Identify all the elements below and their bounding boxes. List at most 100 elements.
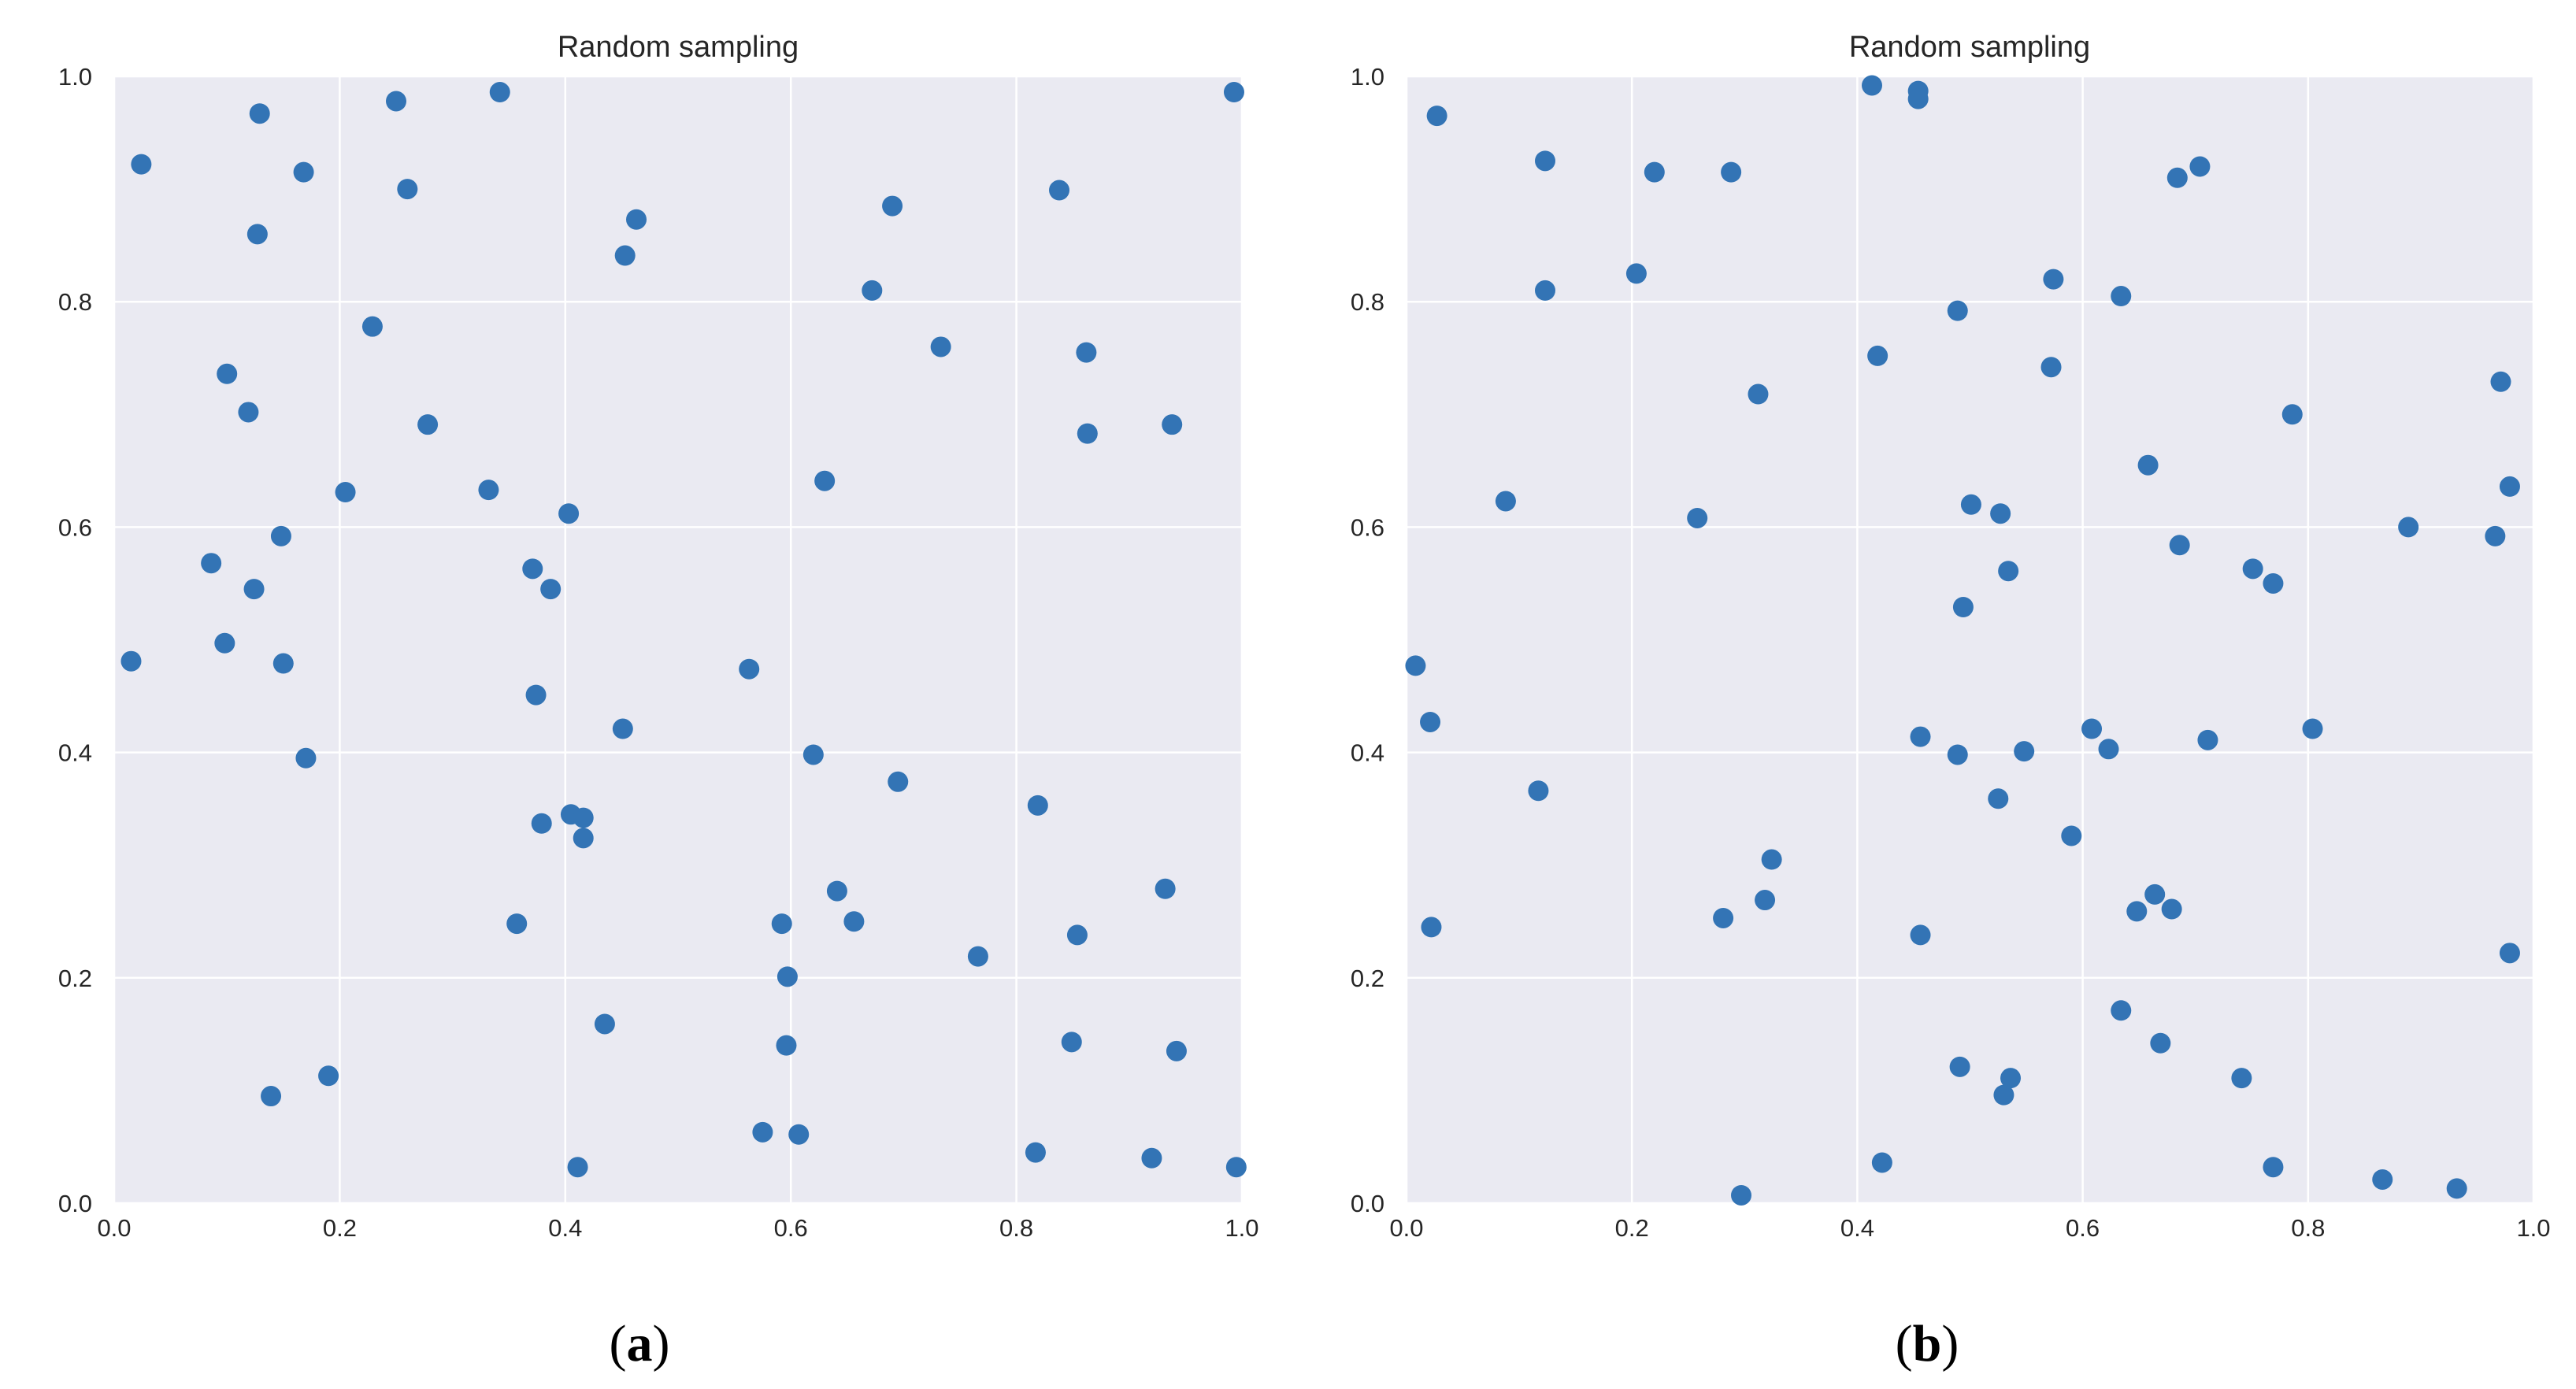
data-point <box>1405 655 1426 676</box>
data-point <box>2161 898 2182 920</box>
y-tick-labels-a: 0.0 0.2 0.4 0.6 0.8 1.0 <box>58 63 92 1217</box>
data-point <box>802 744 824 765</box>
data-point <box>238 402 259 423</box>
data-point <box>776 1035 797 1056</box>
data-point <box>2081 718 2103 739</box>
y-tick-label: 0.4 <box>1351 739 1384 767</box>
data-point <box>814 470 836 491</box>
panel-label-a-open: ( <box>610 1315 627 1372</box>
data-point <box>272 653 294 674</box>
data-point <box>1862 75 1883 96</box>
data-point <box>386 91 406 112</box>
data-point <box>1421 917 1442 938</box>
data-point <box>2242 558 2263 580</box>
y-tick-label: 0.8 <box>1351 288 1384 316</box>
data-point <box>270 525 291 546</box>
data-point <box>1025 1142 1046 1163</box>
y-tick-label: 0.2 <box>58 965 92 992</box>
data-point <box>614 245 636 266</box>
data-point <box>1049 180 1070 201</box>
data-point <box>967 946 988 967</box>
data-point <box>1998 561 2019 582</box>
data-point <box>1625 263 1647 284</box>
data-point <box>1077 423 1098 444</box>
data-point <box>771 913 792 935</box>
data-point <box>2150 1032 2171 1054</box>
data-point <box>1495 491 1516 512</box>
data-point <box>1223 82 1244 103</box>
data-point <box>540 579 562 600</box>
data-point <box>2231 1068 2252 1089</box>
data-point <box>1076 342 1097 363</box>
data-point <box>1066 924 1088 946</box>
data-points-b <box>1405 75 2520 1206</box>
data-point <box>246 224 268 245</box>
data-point <box>573 828 594 849</box>
data-point <box>2000 1068 2022 1089</box>
data-points-a <box>120 82 1247 1178</box>
data-point <box>1644 161 1665 183</box>
data-point <box>2043 269 2064 290</box>
data-point <box>335 482 356 503</box>
data-point <box>2098 739 2119 760</box>
data-point <box>522 558 543 580</box>
data-point <box>478 480 499 501</box>
data-point <box>1162 414 1183 435</box>
data-point <box>2263 1157 2284 1178</box>
data-point <box>1426 106 1447 127</box>
x-tick-label: 0.2 <box>1615 1214 1649 1242</box>
data-point <box>1731 1184 1752 1206</box>
data-point <box>862 280 883 301</box>
panel-label-b-letter: b <box>1913 1315 1942 1372</box>
scatter-panel-b: Random sampling 0.0 0.2 0.4 0.6 0.8 1.0 0.00.… <box>1351 31 2551 1372</box>
data-point <box>843 911 865 932</box>
data-point <box>1910 726 1931 747</box>
data-point <box>1910 924 1931 946</box>
data-point <box>1960 494 1981 515</box>
data-point <box>1027 795 1048 816</box>
panel-label-a-letter: a <box>627 1315 653 1372</box>
data-point <box>2263 572 2284 594</box>
data-point <box>1155 878 1176 899</box>
data-point <box>217 363 238 384</box>
data-point <box>2372 1169 2393 1190</box>
data-point <box>1993 1084 2014 1106</box>
data-point <box>826 880 847 902</box>
y-tick-label: 0.6 <box>58 513 92 541</box>
data-point <box>1061 1032 1082 1053</box>
data-point <box>2499 943 2520 964</box>
data-point <box>243 579 265 600</box>
y-tick-label: 0.8 <box>58 288 92 316</box>
x-tick-label: 1.0 <box>1225 1214 1258 1242</box>
chart-title-b: Random sampling <box>1849 31 2090 64</box>
data-point <box>930 336 951 357</box>
data-point <box>558 503 580 524</box>
data-point <box>2281 404 2303 425</box>
x-tick-label: 0.4 <box>1840 1214 1874 1242</box>
x-tick-label: 0.0 <box>97 1214 131 1242</box>
data-point <box>1949 1056 1970 1077</box>
data-point <box>2111 286 2132 307</box>
panel-label-a-close: ) <box>653 1315 670 1372</box>
data-point <box>2485 525 2506 546</box>
data-point <box>2166 167 2188 188</box>
data-point <box>2398 517 2419 538</box>
panel-label-b-open: ( <box>1896 1315 1913 1372</box>
data-point <box>525 684 547 706</box>
data-point <box>777 966 798 987</box>
data-point <box>531 813 552 834</box>
data-point <box>594 1013 615 1035</box>
data-point <box>1713 907 1734 928</box>
data-point <box>1535 150 1556 172</box>
data-point <box>293 161 314 183</box>
data-point <box>295 747 317 769</box>
data-point <box>882 195 903 217</box>
data-point <box>2014 741 2035 762</box>
data-point <box>318 1065 339 1087</box>
data-point <box>1755 890 1776 911</box>
data-point <box>739 658 760 680</box>
data-point <box>567 1157 588 1178</box>
data-point <box>2490 371 2511 392</box>
data-point <box>2499 476 2520 497</box>
data-point <box>261 1086 282 1107</box>
